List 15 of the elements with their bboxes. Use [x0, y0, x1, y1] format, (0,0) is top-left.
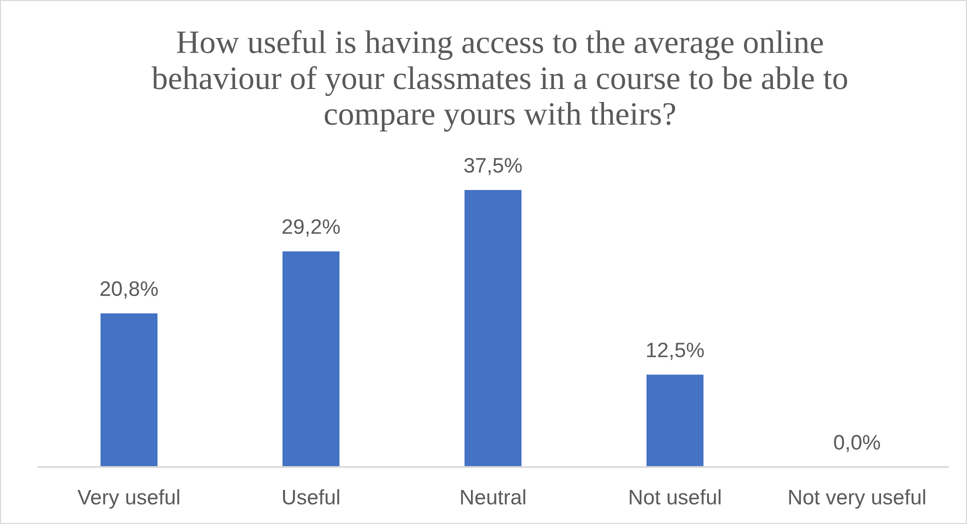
- bar: [100, 313, 158, 467]
- chart-title: How useful is having access to the average online behaviour of your classmates in a course to be able to compare yours with theirs?: [152, 30, 848, 132]
- x-tick-label: Useful: [283, 489, 340, 505]
- x-tick-label: Very useful: [78, 489, 180, 509]
- bar: [646, 374, 704, 467]
- x-tick-label: Not very useful: [789, 489, 926, 509]
- bar: [282, 251, 340, 467]
- x-tick-label: Neutral: [461, 489, 526, 505]
- data-label: 0,0%: [834, 434, 880, 452]
- data-label: 12,5%: [647, 342, 704, 360]
- data-label: 37,5%: [464, 158, 522, 176]
- x-tick-label: Not useful: [630, 489, 721, 505]
- data-label: 20,8%: [100, 281, 158, 299]
- bar: [464, 190, 522, 467]
- data-label: 29,2%: [282, 219, 340, 236]
